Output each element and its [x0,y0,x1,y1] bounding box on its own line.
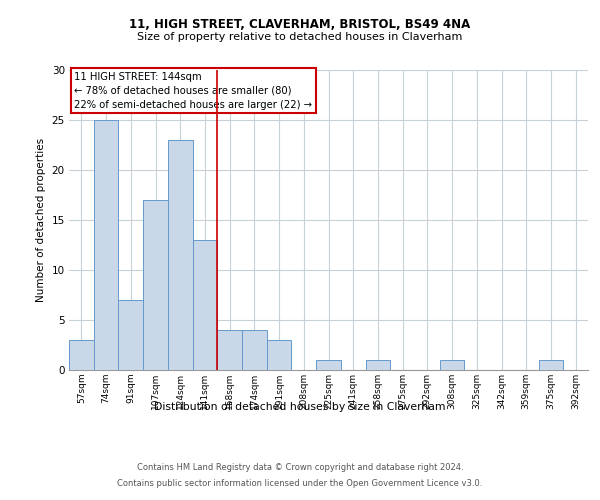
Text: Contains public sector information licensed under the Open Government Licence v3: Contains public sector information licen… [118,479,482,488]
Bar [365,360,390,370]
Bar [94,120,118,370]
Bar [69,340,94,370]
Text: Contains HM Land Registry data © Crown copyright and database right 2024.: Contains HM Land Registry data © Crown c… [137,462,463,471]
Bar [316,360,341,370]
Bar [440,360,464,370]
Bar [242,330,267,370]
Text: 11, HIGH STREET, CLAVERHAM, BRISTOL, BS49 4NA: 11, HIGH STREET, CLAVERHAM, BRISTOL, BS4… [130,18,470,30]
Bar [143,200,168,370]
Bar [267,340,292,370]
Bar [539,360,563,370]
Text: Distribution of detached houses by size in Claverham: Distribution of detached houses by size … [154,402,446,412]
Y-axis label: Number of detached properties: Number of detached properties [36,138,46,302]
Text: 11 HIGH STREET: 144sqm
← 78% of detached houses are smaller (80)
22% of semi-det: 11 HIGH STREET: 144sqm ← 78% of detached… [74,72,312,110]
Bar [118,300,143,370]
Bar [217,330,242,370]
Bar [193,240,217,370]
Bar [168,140,193,370]
Text: Size of property relative to detached houses in Claverham: Size of property relative to detached ho… [137,32,463,42]
